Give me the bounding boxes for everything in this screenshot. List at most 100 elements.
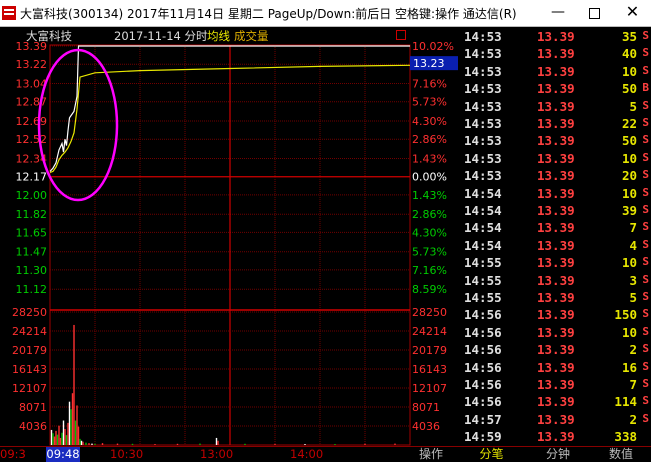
percent-label: 4.30% (412, 226, 447, 239)
price-label: 12.17 (16, 171, 48, 184)
current-price-box (410, 56, 458, 71)
tick-volume: 10 (621, 185, 637, 201)
tick-time: 14:55 (464, 290, 502, 305)
price-label: 12.34 (16, 153, 48, 166)
tick-row[interactable]: 14:53 13.39 50 S (461, 132, 651, 150)
avg-price-line (49, 64, 411, 173)
tab-ticks[interactable]: 分笔 (479, 447, 504, 461)
tick-row[interactable]: 14:59 13.39 338 (461, 428, 651, 446)
price-label: 13.22 (16, 58, 48, 71)
tick-row[interactable]: 14:53 13.39 50 B (461, 80, 651, 98)
tick-direction: S (642, 237, 649, 251)
tick-row[interactable]: 14:56 13.39 2 S (461, 341, 651, 359)
tick-time: 14:55 (464, 255, 502, 271)
tick-price: 13.39 (537, 98, 575, 114)
price-label: 13.04 (16, 78, 48, 91)
price-label: 13.39 (16, 40, 48, 53)
tick-direction: B (642, 81, 649, 95)
tick-row[interactable]: 14:54 13.39 10 S (461, 185, 651, 203)
tick-row[interactable]: 14:56 13.39 7 S (461, 376, 651, 394)
tick-row[interactable]: 14:56 13.39 150 S (461, 306, 651, 324)
percent-label: 10.02% (412, 40, 454, 53)
tick-volume: 39 (621, 203, 637, 218)
tick-direction: S (642, 150, 649, 164)
tick-price: 13.39 (537, 377, 575, 392)
tick-volume: 150 (614, 307, 637, 323)
tick-price: 13.39 (537, 429, 575, 445)
tick-row[interactable]: 14:53 13.39 35 S (461, 28, 651, 46)
tick-row[interactable]: 14:55 13.39 3 S (461, 272, 651, 290)
tick-row[interactable]: 14:53 13.39 10 S (461, 63, 651, 81)
close-button[interactable]: ✕ (625, 2, 640, 21)
volume-label: 12107 (12, 382, 47, 395)
tick-row[interactable]: 14:56 13.39 10 S (461, 324, 651, 342)
tick-volume: 5 (629, 98, 637, 114)
tick-price: 13.39 (537, 394, 575, 410)
tick-list[interactable]: 14:53 13.39 35 S 14:53 13.39 40 S 14:53 13.39 10 S 1… (461, 27, 651, 445)
tab-minute[interactable]: 分钟 (545, 447, 570, 461)
tick-volume: 7 (629, 377, 637, 392)
tick-time: 14:53 (464, 29, 502, 44)
tab-operate[interactable]: 操作 (418, 447, 443, 461)
volume-label: 8071 (412, 401, 440, 414)
tick-volume: 10 (621, 324, 637, 340)
time-tick: 14:00 (290, 447, 324, 461)
bottom-bar: 09:3 09:48 10:30 13:00 14:00 操作 分笔 分钟 数值 (0, 446, 651, 462)
tick-time: 14:57 (464, 411, 502, 427)
tick-price: 13.39 (537, 342, 575, 358)
percent-label: 4.30% (412, 115, 447, 128)
tick-time: 14:53 (464, 150, 502, 166)
tick-row[interactable]: 14:54 13.39 39 S (461, 202, 651, 220)
tick-row[interactable]: 14:53 13.39 5 S (461, 98, 651, 116)
tick-row[interactable]: 14:53 13.39 10 S (461, 150, 651, 168)
maximize-button[interactable] (576, 0, 612, 26)
volume-label: 20179 (412, 344, 447, 357)
tick-price: 13.39 (537, 116, 575, 131)
tick-price: 13.39 (537, 81, 575, 97)
tick-time: 14:59 (464, 429, 502, 445)
tick-direction: S (642, 324, 649, 338)
volume-label: 成交量 (234, 29, 269, 43)
tick-direction: S (642, 185, 649, 199)
tick-time: 14:53 (464, 98, 502, 114)
tick-direction: S (642, 98, 649, 112)
tick-direction: S (642, 29, 649, 42)
tick-time: 14:54 (464, 220, 502, 236)
tick-row[interactable]: 14:54 13.39 4 S (461, 237, 651, 255)
volume-label: 20179 (12, 344, 47, 357)
tick-price: 13.39 (537, 255, 575, 271)
tick-direction: S (642, 63, 649, 77)
time-tick: 10:30 (110, 447, 144, 461)
tick-row[interactable]: 14:56 13.39 114 S (461, 393, 651, 411)
tick-direction: S (642, 203, 649, 216)
chart-canvas: 13.3910.02%13.228.59%13.047.16%12.875.73… (12, 40, 458, 446)
tick-volume: 3 (629, 272, 637, 288)
tab-data[interactable]: 数值 (608, 447, 633, 461)
tick-price: 13.39 (537, 29, 575, 44)
tick-direction: S (642, 342, 649, 356)
tick-volume: 40 (621, 46, 637, 62)
intraday-chart[interactable]: 大富科技 2017-11-14 分时 均线 成交量 13.39 10.02% 13.… (0, 27, 460, 447)
tick-row[interactable]: 14:53 13.39 20 S (461, 167, 651, 185)
tick-row[interactable]: 14:53 13.39 22 S (461, 115, 651, 133)
tick-time: 14:54 (464, 203, 502, 218)
tick-time: 14:55 (464, 272, 502, 288)
tick-volume: 5 (629, 290, 637, 305)
volume-label: 24214 (412, 325, 447, 338)
percent-label: 8.59% (412, 283, 447, 296)
tick-volume: 20 (621, 168, 637, 184)
tick-row[interactable]: 14:54 13.39 7 S (461, 219, 651, 237)
tick-time: 14:53 (464, 133, 502, 149)
minimize-button[interactable]: — (551, 4, 565, 20)
tick-time: 14:56 (464, 324, 502, 340)
volume-label: 28250 (412, 306, 447, 319)
tick-row[interactable]: 14:55 13.39 10 S (461, 254, 651, 272)
percent-label: 7.16% (412, 78, 447, 91)
chart-toggle-button[interactable] (396, 30, 406, 40)
tick-row[interactable]: 14:53 13.39 40 S (461, 45, 651, 63)
tick-volume: 7 (629, 220, 637, 236)
tick-row[interactable]: 14:57 13.39 2 S (461, 411, 651, 429)
tick-row[interactable]: 14:55 13.39 5 S (461, 289, 651, 307)
tick-price: 13.39 (537, 46, 575, 62)
tick-row[interactable]: 14:56 13.39 16 S (461, 359, 651, 377)
